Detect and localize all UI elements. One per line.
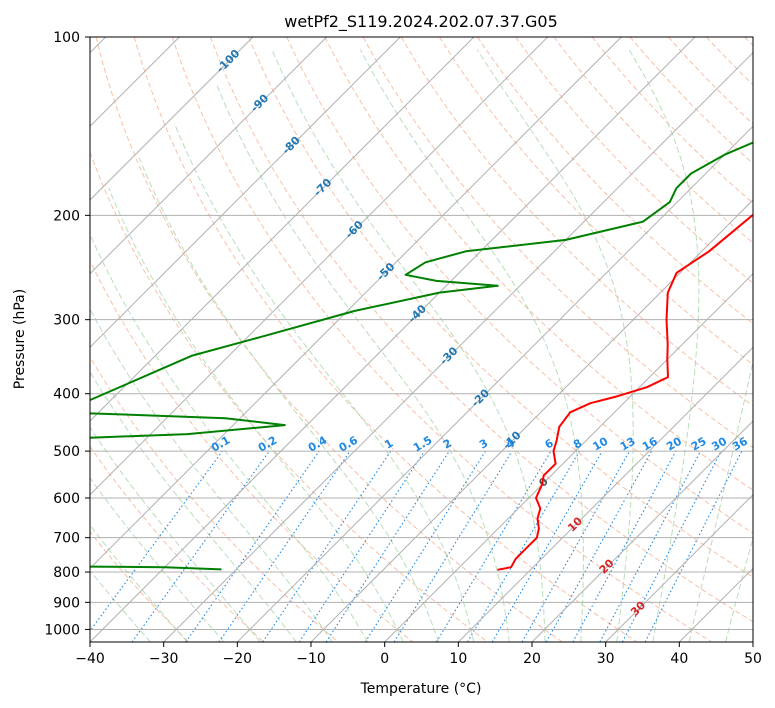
dry-adiabat-line bbox=[362, 37, 753, 449]
mixing-ratio-line bbox=[364, 450, 486, 642]
mixing-ratio-line bbox=[435, 450, 552, 642]
x-tick-label: −10 bbox=[296, 651, 326, 667]
dry-adiabat-line bbox=[553, 37, 753, 244]
isotherm-line bbox=[163, 51, 753, 642]
y-axis: 100 200 300 400 500 600 700 800 900 1000 bbox=[44, 30, 90, 638]
isotherm-line bbox=[90, 37, 622, 570]
isobars bbox=[90, 37, 753, 630]
x-tick-label: 50 bbox=[744, 651, 762, 667]
y-tick-label: 400 bbox=[53, 387, 80, 403]
y-tick-label: 100 bbox=[53, 30, 80, 46]
dry-adiabat-line bbox=[171, 37, 712, 642]
mixing-ratio-line bbox=[491, 450, 603, 642]
isotherms bbox=[90, 37, 753, 642]
x-tick-label: −40 bbox=[75, 651, 105, 667]
moist-adiabat-line bbox=[90, 476, 225, 642]
isotherm-line bbox=[457, 346, 753, 642]
isotherm-line bbox=[236, 125, 753, 642]
moist-adiabat-line bbox=[174, 123, 475, 642]
x-tick-label: 40 bbox=[670, 651, 688, 667]
y-tick-label: 800 bbox=[53, 565, 80, 581]
x-tick-label: 10 bbox=[449, 651, 467, 667]
isotherm-line bbox=[605, 493, 753, 642]
isotherm-line bbox=[384, 272, 753, 642]
moist-adiabat-line bbox=[90, 426, 261, 642]
isotherm-line bbox=[90, 37, 549, 496]
dry-adiabats bbox=[90, 37, 753, 642]
isotherm-line bbox=[90, 37, 254, 201]
y-tick-label: 1000 bbox=[44, 622, 80, 638]
dry-adiabat-line bbox=[210, 37, 753, 623]
y-axis-label: Pressure (hPa) bbox=[12, 289, 28, 389]
dry-adiabat-line bbox=[438, 37, 753, 366]
dry-adiabat-line bbox=[248, 37, 753, 578]
dry-adiabat-line bbox=[133, 37, 638, 642]
isotherm-label: 40 bbox=[660, 641, 680, 661]
chart-title: wetPf2_S119.2024.202.07.37.G05 bbox=[284, 12, 558, 32]
dry-adiabat-line bbox=[629, 37, 753, 165]
y-tick-label: 700 bbox=[53, 531, 80, 547]
moist-adiabat-line bbox=[90, 569, 151, 642]
x-tick-label: 30 bbox=[597, 651, 615, 667]
plot-frame bbox=[89, 36, 754, 643]
mixing-ratio-line bbox=[325, 450, 450, 642]
temperature-profile-line bbox=[497, 213, 753, 571]
moist-adiabat-line bbox=[90, 232, 369, 642]
dry-adiabat-line bbox=[324, 37, 753, 491]
x-tick-label: −20 bbox=[223, 651, 253, 667]
x-tick-label: 20 bbox=[523, 651, 541, 667]
isotherm-line bbox=[310, 199, 753, 642]
dewpoint-profile-line bbox=[90, 141, 753, 571]
mixing-ratio-line bbox=[467, 450, 580, 642]
dry-adiabat-line bbox=[286, 37, 753, 534]
isotherm-line bbox=[531, 420, 753, 642]
x-tick-label: 0 bbox=[380, 651, 389, 667]
moist-adiabat-line bbox=[90, 524, 188, 642]
mixing-ratio-line bbox=[521, 450, 630, 642]
mixing-ratio-line bbox=[572, 450, 677, 642]
y-tick-label: 200 bbox=[53, 208, 80, 224]
moist-adiabat-line bbox=[688, 358, 753, 642]
x-axis: −40 −30 −20 −10 0 10 20 30 40 50 bbox=[75, 642, 762, 667]
moist-adiabat-line bbox=[628, 49, 700, 642]
isotherm-line bbox=[90, 37, 401, 349]
dry-adiabat-line bbox=[90, 150, 488, 642]
moist-adiabat-line bbox=[108, 188, 404, 642]
dry-adiabat-line bbox=[400, 37, 753, 407]
mixing-ratio-line bbox=[393, 450, 513, 642]
isotherm-line bbox=[90, 37, 475, 422]
moist-adiabat-line bbox=[90, 370, 297, 642]
profiles bbox=[90, 141, 753, 571]
y-tick-label: 600 bbox=[53, 491, 80, 507]
x-axis-label: Temperature (°C) bbox=[360, 681, 482, 697]
x-tick-label: −30 bbox=[149, 651, 179, 667]
y-tick-label: 900 bbox=[53, 595, 80, 611]
dry-adiabat-line bbox=[90, 445, 264, 642]
mixing-ratio-line bbox=[185, 450, 320, 642]
y-tick-label: 300 bbox=[53, 313, 80, 329]
isotherm-line bbox=[90, 37, 328, 275]
moist-adiabat-line bbox=[476, 49, 634, 642]
moist-adiabat-line bbox=[90, 308, 333, 642]
dry-adiabat-line bbox=[515, 37, 753, 284]
moist-adiabat-line bbox=[271, 49, 546, 642]
isotherm-line bbox=[90, 37, 696, 642]
moist-adiabats bbox=[90, 49, 753, 642]
mixing-ratio-line bbox=[218, 450, 351, 642]
y-tick-label: 500 bbox=[53, 444, 80, 460]
moist-adiabat-line bbox=[215, 83, 510, 642]
